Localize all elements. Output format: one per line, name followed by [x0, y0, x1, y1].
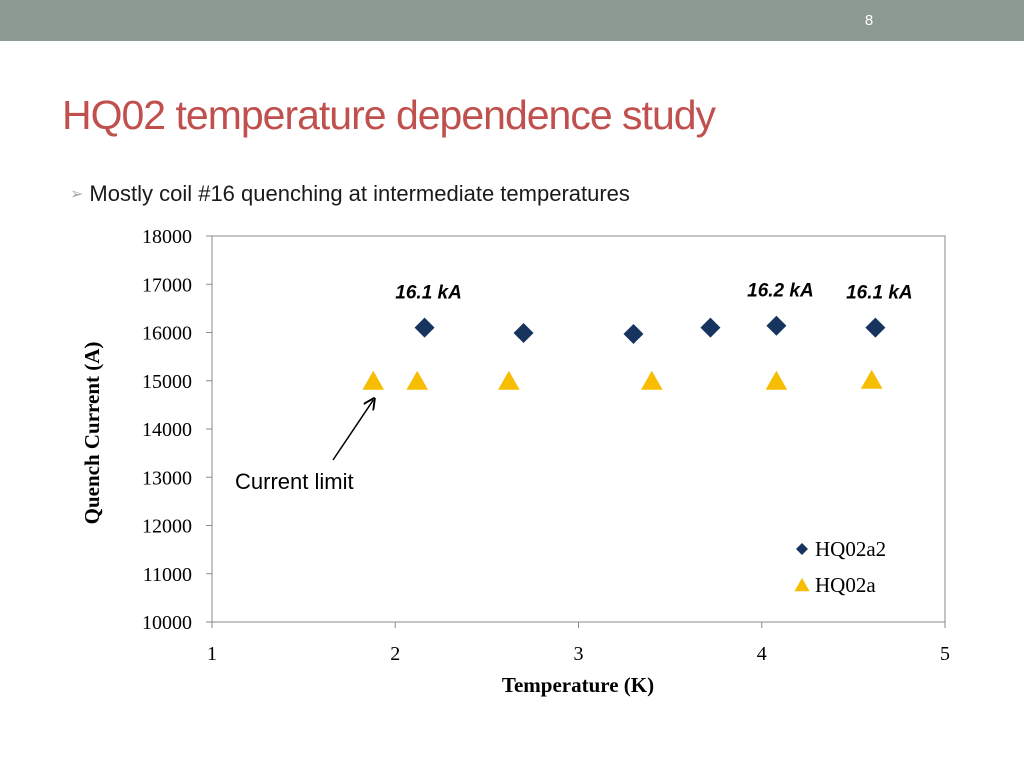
- legend-label-hq02a: HQ02a: [815, 573, 876, 597]
- point-hq02a2: [414, 317, 435, 338]
- x-tick-label: 2: [390, 643, 400, 665]
- y-tick-label: 14000: [142, 419, 192, 441]
- point-hq02a: [406, 370, 429, 390]
- point-hq02a: [765, 370, 788, 390]
- top-bar: 8: [0, 0, 1024, 41]
- y-tick-label: 18000: [142, 226, 192, 248]
- point-hq02a: [362, 370, 385, 390]
- x-tick-label: 1: [207, 643, 217, 665]
- data-marks: [362, 315, 886, 390]
- page-number: 8: [864, 12, 874, 29]
- x-tick-label: 5: [940, 643, 950, 665]
- point-hq02a2: [700, 317, 721, 338]
- point-hq02a2: [865, 317, 886, 338]
- annotations: Current limit: [235, 400, 373, 494]
- legend: HQ02a2 HQ02a: [794, 537, 886, 597]
- y-tick-label: 10000: [142, 612, 192, 634]
- data-label: 16.1 kA: [846, 283, 913, 304]
- y-tick-label: 12000: [142, 516, 192, 538]
- bullet-item: ➢ Mostly coil #16 quenching at intermedia…: [70, 181, 630, 207]
- x-tick-label: 4: [757, 643, 767, 665]
- plot-area: [211, 235, 946, 623]
- arrow-bullet-icon: ➢: [70, 186, 84, 203]
- point-hq02a2: [766, 315, 787, 336]
- x-tick-label: 3: [574, 643, 584, 665]
- y-axis-title: Quench Current (A): [80, 342, 104, 525]
- bullet-text: Mostly coil #16 quenching at intermediat…: [89, 181, 630, 206]
- legend-marker-hq02a: [794, 578, 810, 592]
- point-hq02a: [641, 370, 663, 390]
- annotation-arrow: [332, 400, 373, 461]
- legend-marker-hq02a2: [796, 543, 808, 555]
- y-tick-label: 11000: [143, 564, 192, 586]
- point-hq02a: [860, 369, 883, 389]
- y-tick-label: 17000: [142, 274, 192, 296]
- axes: 10000 11000 12000 13000 14000 15000 16000 17000…: [142, 226, 950, 665]
- y-tick-label: 13000: [142, 467, 192, 489]
- y-tick-label: 15000: [142, 371, 192, 393]
- point-hq02a2: [513, 322, 534, 343]
- data-label: 16.2 kA: [747, 281, 814, 302]
- legend-label-hq02a2: HQ02a2: [815, 537, 886, 561]
- point-hq02a2: [623, 323, 644, 344]
- data-label: 16.1 kA: [395, 283, 462, 304]
- point-hq02a: [498, 370, 520, 390]
- x-axis-title: Temperature (K): [502, 673, 654, 697]
- slide-title: HQ02 temperature dependence study: [62, 92, 716, 138]
- y-tick-label: 16000: [142, 323, 192, 345]
- annotation-text: Current limit: [235, 469, 354, 494]
- data-labels: 16.1 kA 16.2 kA 16.1 kA: [395, 281, 912, 304]
